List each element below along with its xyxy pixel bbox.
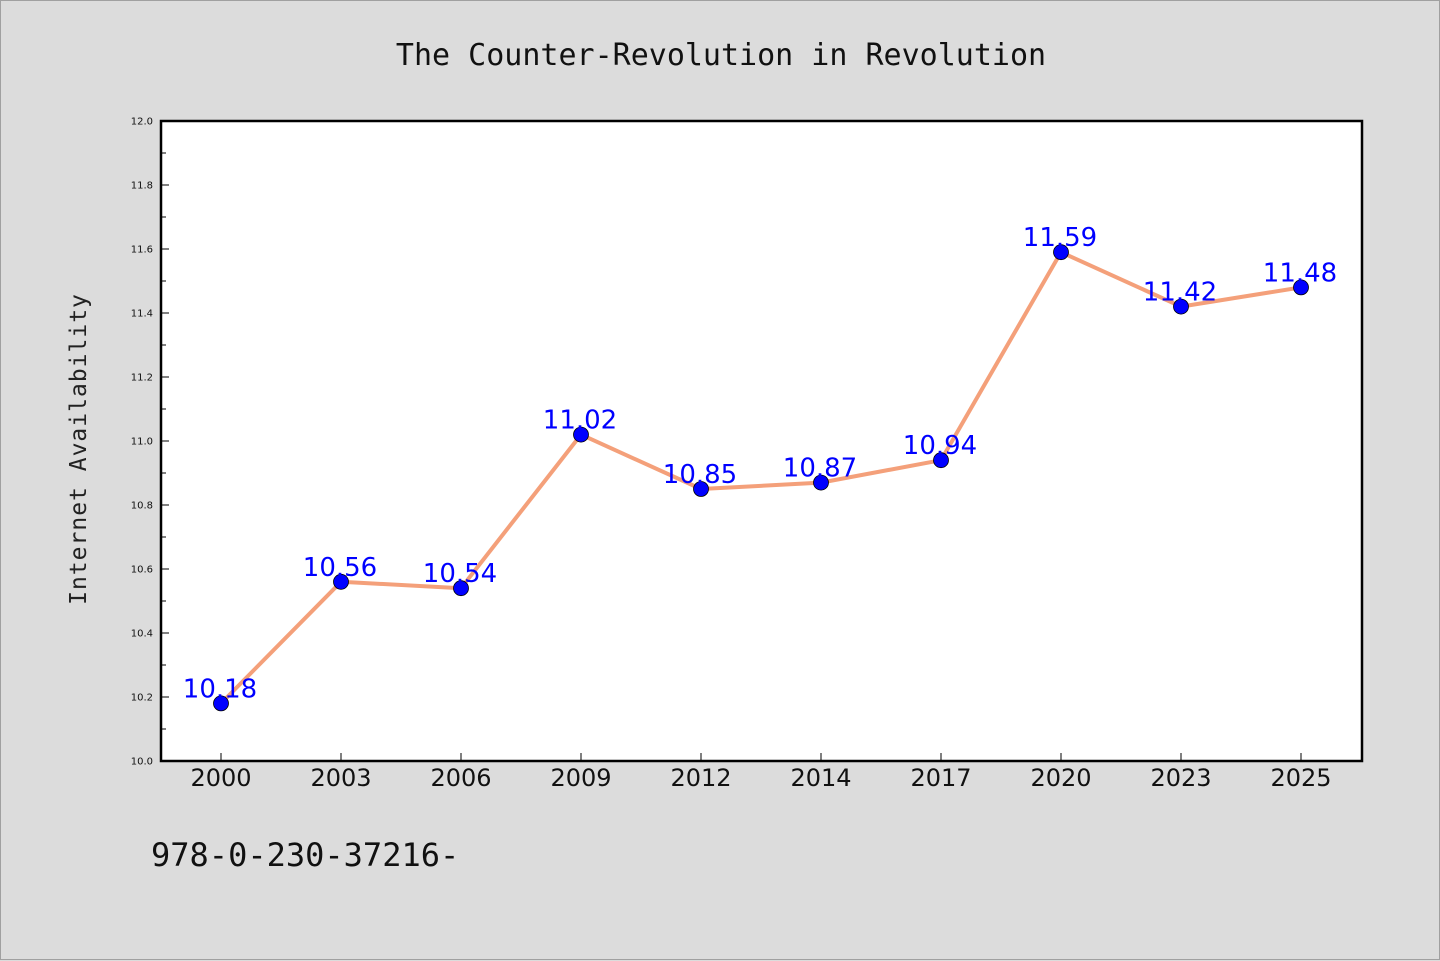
y-tick-label: 11.0 — [131, 437, 153, 448]
data-label: 11.48 — [1263, 258, 1337, 288]
data-label: 10.85 — [663, 460, 737, 490]
y-tick-label: 10.4 — [131, 629, 153, 640]
x-tick-label: 2012 — [670, 764, 731, 792]
y-tick-label: 10.8 — [131, 501, 153, 512]
data-label: 10.94 — [903, 431, 977, 461]
data-point — [1053, 244, 1069, 261]
chart-title: The Counter-Revolution in Revolution — [396, 38, 1046, 73]
x-tick-label: 2003 — [310, 764, 371, 792]
x-tick-label: 2009 — [550, 764, 611, 792]
plot-border — [159, 119, 1364, 763]
data-series: 10.18 10.56 10.54 11.02 10.85 10.87 10.94 11.59… — [183, 223, 1337, 712]
y-tick-label: 12.0 — [131, 117, 153, 128]
y-tick-label: 10.0 — [131, 757, 153, 768]
footer-code: 978-0-230-37216- — [151, 836, 459, 874]
data-label: 10.54 — [423, 559, 497, 589]
y-axis-ticks: 10.0 10.2 10.4 10.6 10.8 11.0 11.2 11.4 11.6 11.8… — [131, 117, 169, 768]
data-point — [573, 426, 589, 443]
plot-area — [161, 121, 1362, 761]
x-tick-label: 2020 — [1030, 764, 1091, 792]
data-label: 11.42 — [1143, 278, 1217, 308]
y-tick-label: 10.6 — [131, 565, 153, 576]
data-point — [693, 481, 709, 497]
x-tick-label: 2014 — [790, 764, 851, 792]
x-tick-label: 2006 — [430, 764, 491, 792]
data-point — [453, 580, 469, 597]
data-point — [1173, 298, 1189, 315]
data-label: 10.18 — [183, 674, 257, 704]
data-label: 10.56 — [303, 553, 377, 583]
x-tick-label: 2017 — [910, 764, 971, 792]
y-tick-label: 11.6 — [131, 245, 153, 256]
x-tick-label: 2000 — [190, 764, 251, 792]
data-point — [933, 452, 949, 469]
data-label: 11.59 — [1023, 223, 1097, 253]
x-axis-ticks: 2000 2003 2006 2009 2012 2014 2017 2020 2023 2025 — [190, 753, 1332, 792]
data-point — [333, 573, 349, 590]
data-label: 11.02 — [543, 406, 617, 436]
y-axis-label: Internet Availability — [66, 293, 92, 605]
y-tick-label: 11.4 — [131, 309, 153, 320]
x-tick-label: 2023 — [1150, 764, 1211, 792]
series-line — [219, 250, 1302, 705]
data-label: 10.87 — [783, 454, 857, 484]
data-point — [813, 474, 829, 491]
y-tick-label: 11.2 — [131, 373, 153, 384]
y-tick-label: 11.8 — [131, 181, 153, 192]
data-point — [1293, 279, 1309, 296]
data-point — [213, 695, 229, 712]
y-tick-label: 10.2 — [131, 693, 153, 704]
x-tick-label: 2025 — [1270, 764, 1331, 792]
